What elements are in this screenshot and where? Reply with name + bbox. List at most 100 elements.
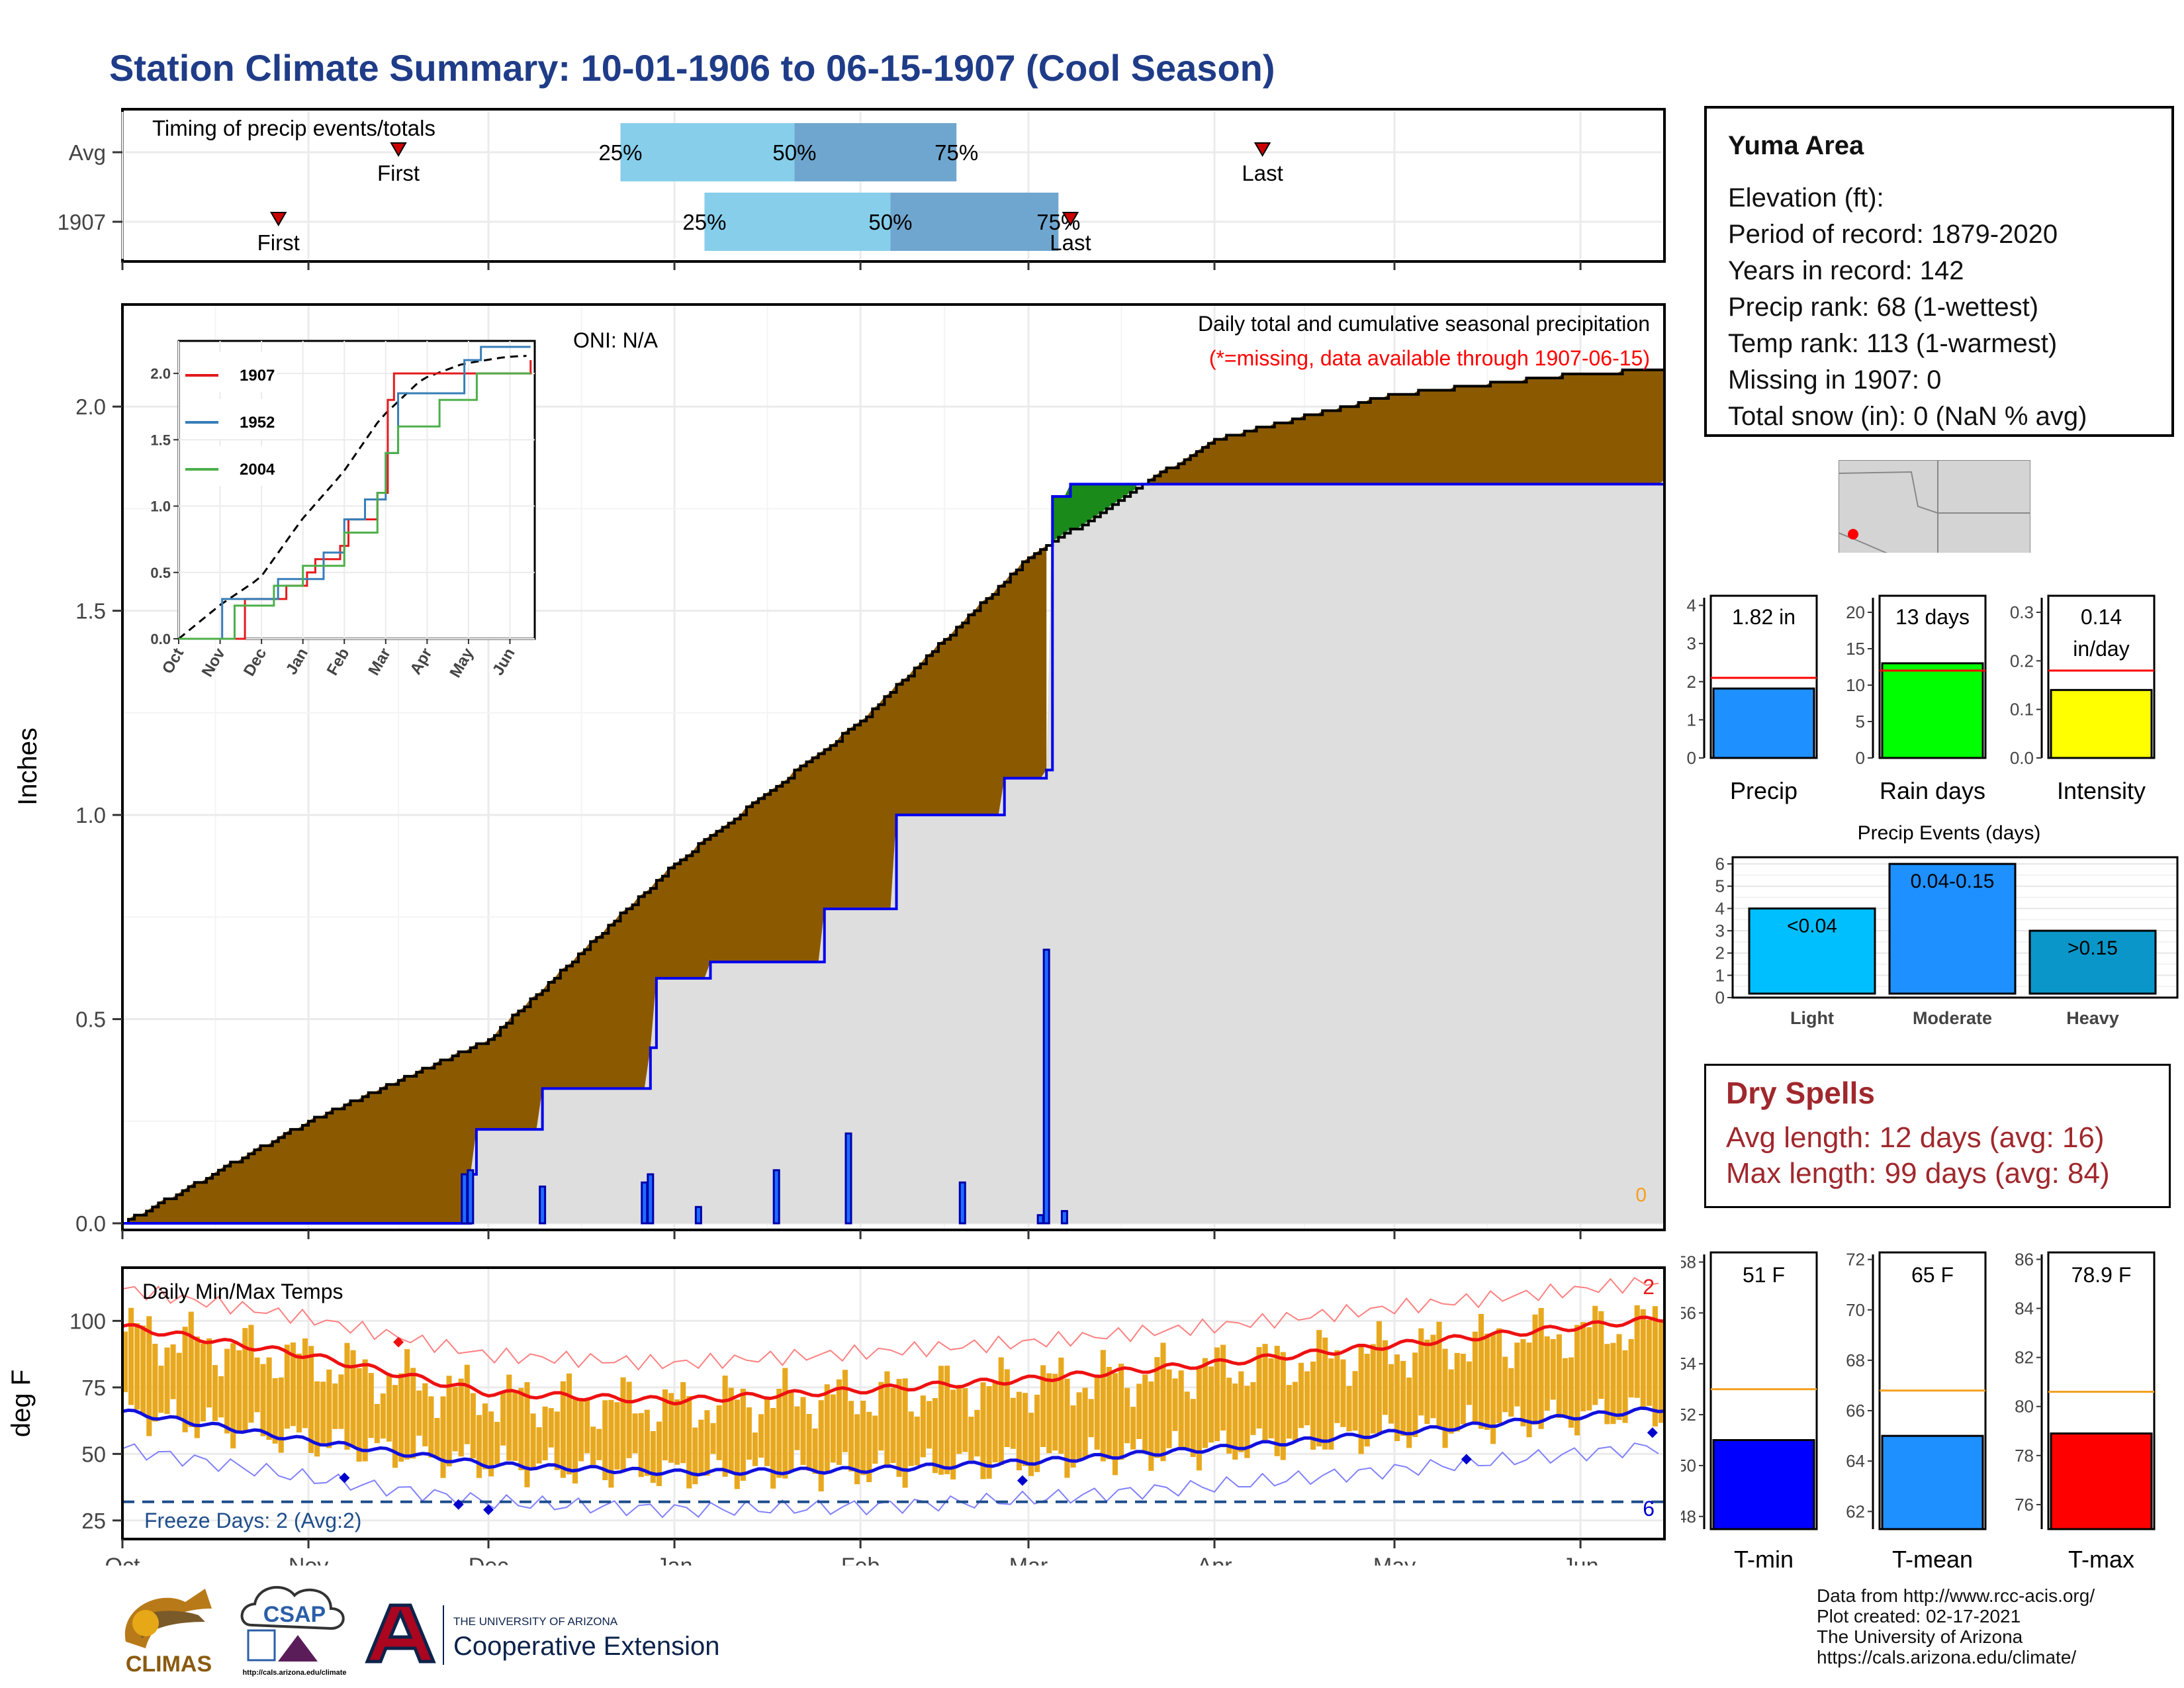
mini-bar-value-label-unit: in/day [2073,637,2129,661]
temp-x-tick-label: Jan [657,1554,693,1566]
locator-map [1839,460,2030,566]
daily-temp-bar [410,1368,416,1459]
daily-temp-bar [1148,1381,1154,1471]
daily-temp-bar [1034,1394,1040,1472]
daily-temp-bar [1556,1334,1562,1419]
mini-y-tick-label: 5 [1856,712,1865,731]
daily-temp-bar [926,1401,932,1449]
freeze-days-label: Freeze Days: 2 (Avg:2) [144,1509,361,1532]
temp-bar-y-tick-label: 48 [1681,1507,1696,1526]
precip-axes: 0.0 0.5 1.0 1.5 2.0 [75,395,1582,1239]
daily-temp-bar [1658,1319,1664,1423]
timing-p50-label: 50% [772,140,816,165]
daily-temp-bar [1544,1336,1550,1411]
daily-temp-bar [620,1377,626,1472]
daily-temp-bar [1448,1369,1454,1434]
missing-count: 0 [1635,1184,1647,1206]
timing-label: Timing of precip events/totals [152,116,435,140]
daily-temp-bar [470,1393,476,1459]
inset-series-2004 [179,372,531,640]
inset-legend-label: 1907 [240,367,275,385]
daily-temp-bar [1640,1309,1646,1409]
daily-temp-bar [1028,1413,1034,1476]
info-missing: Missing in 1907: 0 [1728,365,1942,395]
daily-temp-bar [1190,1399,1196,1458]
mini-bar-value-label: 1.82 in [1732,605,1796,629]
daily-temp-bar [380,1393,386,1439]
daily-temp-bar [1118,1364,1124,1460]
daily-temp-bar [1070,1405,1076,1468]
daily-temp-bar [1550,1338,1556,1400]
daily-temp-bar [1160,1342,1166,1462]
credit-data-source: Data from http://www.rcc-acis.org/ [1817,1585,2095,1606]
daily-temp-bar [782,1368,788,1479]
inset-y-tick-label: 2.0 [150,365,171,382]
events-bar-label: Moderate [1913,1008,1992,1028]
daily-temp-bar [176,1352,182,1418]
daily-temp-bar [938,1366,944,1475]
daily-temp-bar [230,1343,236,1448]
temp-bar-value-label: 65 F [1911,1263,1954,1287]
timing-last-label: Last [1242,161,1283,185]
daily-temp-bar [1088,1399,1094,1438]
daily-temp-bar [224,1348,230,1434]
daily-temp-bar [284,1344,290,1429]
daily-temp-bar [716,1405,722,1460]
timing-row-1907-label: 1907 [58,210,106,234]
daily-temp-bar [602,1400,608,1481]
daily-temp-bar [950,1389,956,1480]
daily-temp-bar [752,1432,758,1466]
daily-temp-bar [1046,1373,1052,1454]
mini-bar-value [1712,687,1815,759]
precip-y-tick-label: 0.0 [75,1211,106,1236]
daily-temp-bar [314,1381,320,1457]
events-bar-range: >0.15 [2068,937,2118,959]
daily-temp-bar [1562,1358,1568,1416]
daily-temp-bar [608,1399,614,1488]
daily-temp-bar [1232,1383,1238,1460]
daily-temp-bar [1130,1407,1136,1450]
daily-temp-bar [320,1382,326,1444]
daily-temp-bar [278,1377,284,1453]
csap-cloud [240,1585,345,1630]
daily-temp-bar [638,1413,644,1477]
daily-temp-bar [428,1396,434,1458]
daily-temp-bar [1592,1305,1598,1405]
temp-bar-label: T-min [1734,1546,1794,1573]
temp-bar-y-tick-label: 84 [2015,1299,2034,1319]
daily-temp-bar [476,1415,482,1478]
daily-temp-bar [1352,1371,1358,1431]
station-name: Yuma Area [1728,131,1864,160]
daily-precip-bar [461,1173,469,1225]
daily-temp-bar [956,1385,962,1454]
daily-precip-bar [539,1185,547,1225]
daily-temp-bar [878,1382,884,1451]
daily-temp-bar [1106,1366,1112,1460]
daily-temp-bar [128,1307,134,1405]
record-high-line [122,1276,1659,1371]
csap-bars-icon [247,1629,276,1662]
daily-temp-bar [1316,1330,1322,1447]
mini-y-tick-label: 0 [1687,748,1696,768]
daily-precip-bar [694,1205,702,1225]
daily-temp-bar [1508,1368,1514,1417]
daily-temp-bar [1154,1357,1160,1458]
average-cumulative-line [122,368,1664,1225]
daily-temp-bar [1250,1382,1256,1435]
daily-temp-bar [740,1388,746,1481]
map-mexico [1839,553,2030,566]
events-bar [2028,929,2157,995]
precip-ylabel: Inches [13,727,42,806]
inset-y-tick-label: 1.5 [150,432,171,448]
temp-extreme-marker [1461,1454,1472,1465]
station-location-marker [1848,529,1858,539]
events-y-tick-label: 2 [1715,943,1725,963]
precip-frame [121,303,1666,1231]
daily-temp-bar [890,1387,896,1464]
missing-note: (*=missing, data available through 1907-… [1209,346,1650,370]
daily-temp-bar [1322,1337,1328,1450]
daily-temp-bar [1214,1347,1220,1442]
hot-count: 2 [1643,1275,1655,1299]
daily-temp-bar [992,1382,998,1463]
daily-temp-bar [560,1381,566,1478]
